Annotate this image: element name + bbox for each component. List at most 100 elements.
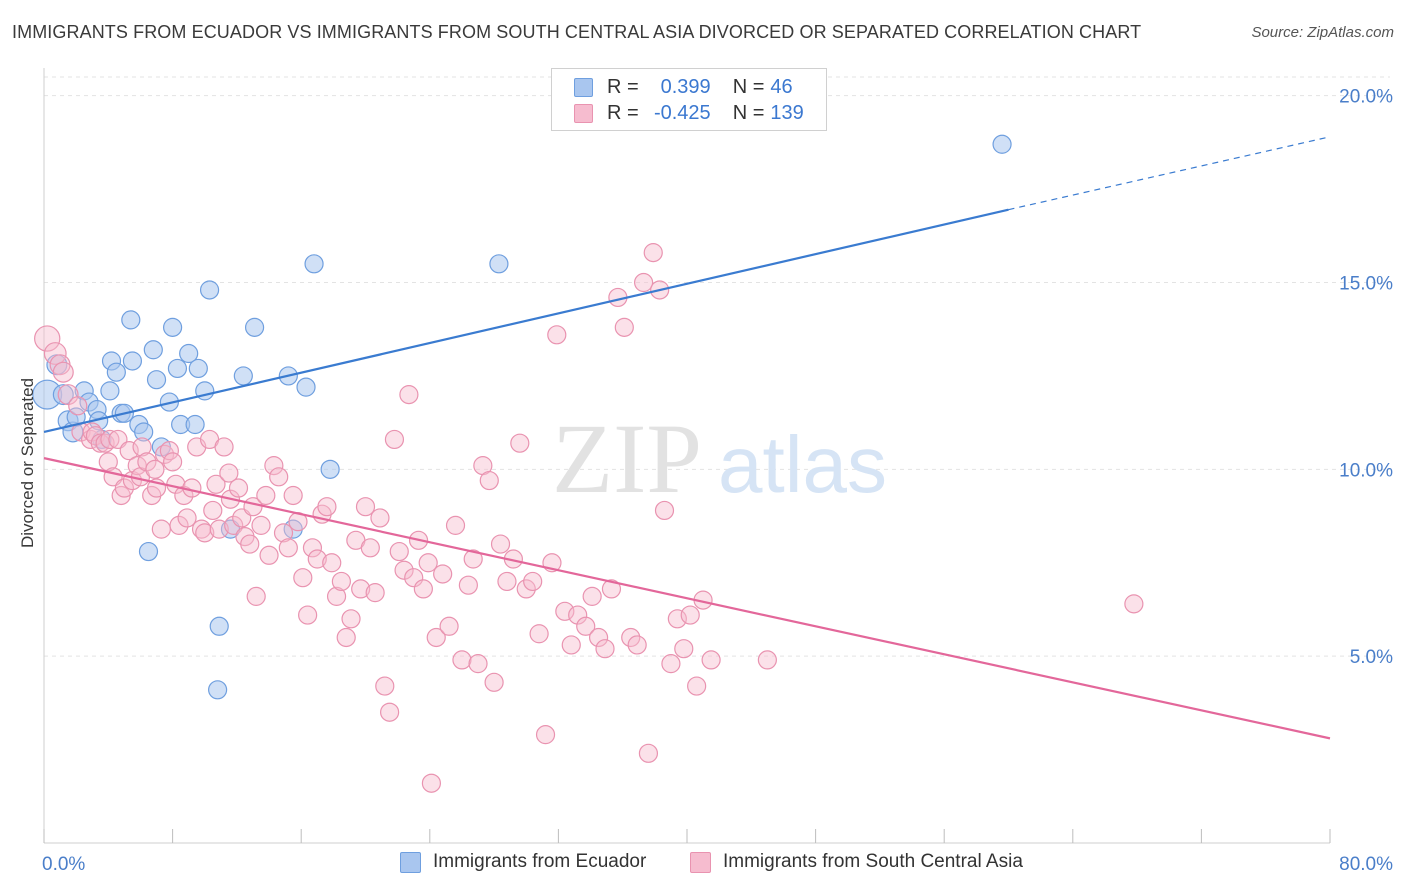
ecuador-point-42 [320,459,340,479]
trend-lines [43,136,1331,740]
tick-labels: 5.0% 10.0% 15.0% 20.0% 0.0% 80.0% [42,87,1393,875]
sca-point-30 [163,452,183,472]
sca-point-23 [137,452,157,472]
legend-n-value: 139 [770,101,804,124]
sca-point-34 [177,508,197,528]
ecuador-point-21 [143,340,163,360]
sca-point-71 [336,627,356,648]
sca-point-117 [595,639,615,659]
sca-point-108 [535,725,556,745]
sca-point-129 [667,609,687,629]
sca-point-87 [413,579,433,599]
sca-point-59 [278,538,298,558]
sca-point-95 [458,575,478,595]
sca-point-123 [633,272,654,293]
sca-point-54 [256,485,276,506]
sca-point-3 [52,361,74,383]
sca-point-68 [322,553,342,573]
sca-point-130 [674,639,694,659]
sca-point-69 [326,586,347,606]
sca-point-135 [757,650,777,670]
ecuador-point-40 [296,377,316,397]
sca-point-18 [119,441,139,461]
sca-point-8 [82,422,102,442]
ecuador-point-25 [163,317,183,337]
bottom-legend-sca: Immigrants from South Central Asia [690,851,1023,873]
sca-point-74 [351,579,371,599]
sca-point-100 [484,672,504,692]
sca-point-131 [680,605,700,625]
sca-point-88 [418,553,438,573]
series-ecuador-points [32,134,1012,700]
legend-r-label: R = [607,75,639,98]
bottom-legend-sca-label: Immigrants from South Central Asia [723,851,1023,872]
sca-point-97 [468,654,488,674]
sca-point-132 [687,676,707,696]
sca-point-91 [433,564,453,584]
y-tick-label-3: 20.0% [1339,87,1393,108]
ecuador-point-41 [304,254,324,274]
ecuador-trend-extension [1008,136,1331,211]
sca-point-56 [264,456,284,476]
sca-point-99 [479,470,499,491]
sca-point-1 [43,342,67,365]
sca-point-57 [269,467,289,487]
sca-point-22 [132,437,152,457]
sca-trend-line [43,457,1331,740]
sca-point-75 [355,497,376,517]
ecuador-point-33 [209,616,229,636]
sca-point-13 [98,452,118,472]
sca-point-55 [259,545,279,565]
sca-point-113 [568,605,588,625]
ecuador-point-19 [134,422,154,442]
sca-point-101 [490,534,511,554]
sca-point-42 [209,519,229,539]
sca-point-32 [169,515,189,535]
sca-point-128 [661,654,681,674]
ecuador-point-22 [146,370,167,390]
sca-point-12 [100,429,120,450]
y-tick-label-0: 5.0% [1350,647,1393,668]
sca-point-77 [365,583,385,603]
legend-r-value: -0.425 [653,101,711,124]
axes [43,68,1331,844]
ecuador-point-13 [106,362,126,382]
y-tick-label-2: 15.0% [1339,274,1393,295]
ecuador-point-44 [992,134,1012,154]
sca-point-125 [643,243,663,263]
ecuador-point-43 [489,254,509,274]
sca-point-81 [384,429,405,450]
sca-point-52 [246,586,266,606]
sca-point-107 [529,624,549,644]
sca-point-17 [114,478,134,498]
sca-point-80 [380,702,400,722]
sca-point-40 [203,500,223,521]
x-tick-label-1: 80.0% [1339,854,1393,875]
sca-point-41 [206,474,226,494]
ecuador-point-37 [244,317,265,337]
legend-row-ecuador: R = 0.399 N = 46 [574,74,793,100]
sca-point-27 [151,519,171,539]
sca-swatch-icon [574,103,593,123]
sca-point-82 [389,541,409,562]
sca-point-29 [159,441,179,461]
ecuador-point-16 [121,310,141,330]
grid-lines [44,76,1390,657]
sca-point-102 [497,571,517,592]
legend-n-label: N = [732,75,765,98]
ecuador-point-17 [122,351,143,371]
sca-point-114 [576,616,596,636]
sca-point-63 [298,605,318,625]
ecuador-point-26 [167,358,188,379]
sca-point-4 [57,384,79,406]
bottom-legend-ecuador-label: Immigrants from Ecuador [433,851,647,872]
sca-point-25 [145,459,165,479]
sca-point-94 [452,650,472,670]
sca-point-118 [601,579,622,599]
y-axis-title: Divorced or Separated [18,378,37,548]
ecuador-point-20 [138,541,159,562]
sca-point-96 [463,549,483,569]
sca-point-115 [582,586,602,606]
sca-point-104 [510,433,530,453]
ecuador-point-29 [185,414,205,435]
